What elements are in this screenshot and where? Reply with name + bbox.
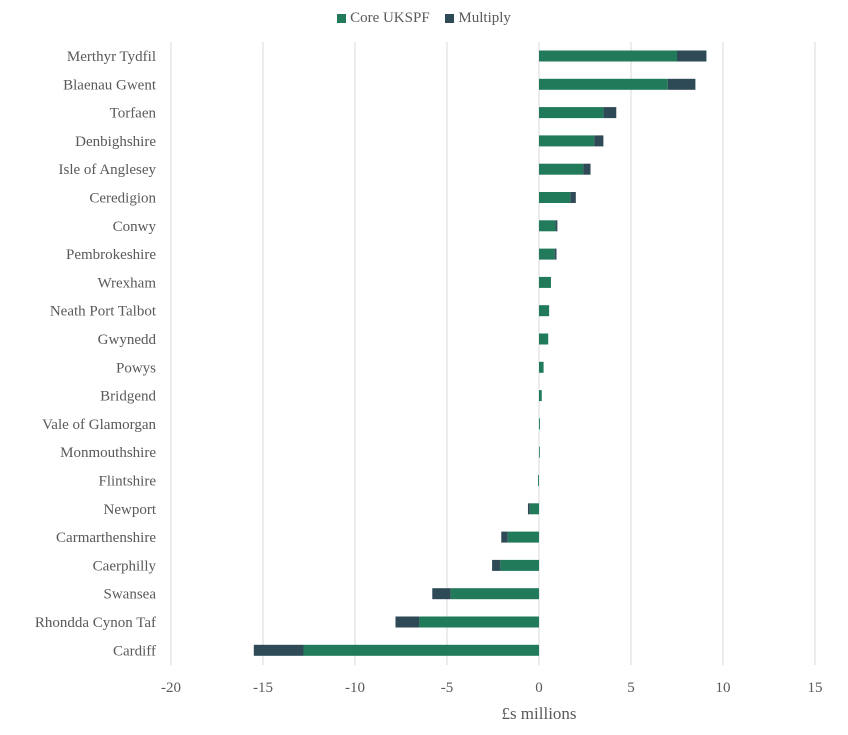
x-axis-label: £s millions (501, 704, 576, 723)
category-label: Rhondda Cynon Taf (35, 615, 156, 631)
bar-core-ukspf (539, 248, 555, 260)
category-label: Merthyr Tydfil (67, 49, 156, 65)
legend-label-multiply: Multiply (458, 10, 511, 26)
category-label: Cardiff (113, 643, 156, 659)
legend-item-multiply: Multiply (445, 10, 511, 27)
bar-core-ukspf (539, 333, 549, 345)
x-tick-label: -15 (253, 680, 273, 696)
bar-core-ukspf (539, 276, 551, 288)
bar-core-ukspf (303, 644, 539, 656)
x-tick-label: 15 (808, 680, 823, 696)
x-tick-label: 5 (627, 680, 635, 696)
bar-core-ukspf (539, 135, 595, 147)
category-label: Conwy (113, 219, 157, 235)
category-label: Carmarthenshire (56, 530, 156, 546)
bar-core-ukspf (539, 446, 540, 458)
category-label: Caerphilly (93, 558, 157, 574)
bar-core-ukspf (539, 305, 550, 317)
bar-core-ukspf (450, 588, 539, 600)
bar-multiply (677, 50, 707, 62)
bar-core-ukspf (539, 220, 556, 232)
bar-core-ukspf (539, 107, 604, 119)
bar-multiply (554, 248, 557, 260)
category-label: Gwynedd (98, 332, 157, 348)
bar-core-ukspf (539, 163, 584, 175)
category-label: Monmouthshire (60, 445, 156, 461)
category-label: Newport (104, 502, 157, 518)
legend-label-core: Core UKSPF (350, 10, 430, 26)
bar-multiply (603, 107, 617, 119)
category-label: Denbighshire (75, 134, 156, 150)
category-label: Flintshire (98, 474, 156, 490)
x-tick-label: -5 (441, 680, 454, 696)
bar-core-ukspf (539, 418, 540, 430)
category-label: Powys (116, 360, 156, 376)
bar-core-ukspf (419, 616, 539, 628)
x-tick-label: -10 (345, 680, 365, 696)
legend-swatch-core (337, 14, 347, 23)
bar-core-ukspf (539, 50, 677, 62)
bar-multiply (492, 559, 501, 571)
x-tick-label: 10 (716, 680, 731, 696)
bar-multiply (527, 503, 530, 515)
bar-multiply (583, 163, 591, 175)
category-label: Blaenau Gwent (63, 77, 157, 93)
bar-core-ukspf (507, 531, 539, 543)
bar-multiply (594, 135, 604, 147)
legend: Core UKSPF Multiply (0, 10, 848, 28)
bar-multiply (555, 220, 558, 232)
bar-multiply (501, 531, 508, 543)
x-tick-label: -20 (161, 680, 181, 696)
bar-core-ukspf (539, 192, 571, 203)
bar-multiply (395, 616, 420, 628)
bar-multiply (667, 78, 696, 90)
bar-core-ukspf (539, 78, 668, 90)
legend-item-core: Core UKSPF (337, 10, 430, 27)
bar-multiply (570, 192, 576, 203)
category-label: Isle of Anglesey (59, 162, 157, 178)
category-label: Neath Port Talbot (50, 304, 157, 320)
bar-multiply (432, 588, 451, 600)
bar-multiply (253, 644, 304, 656)
category-label: Vale of Glamorgan (42, 417, 156, 433)
bar-core-ukspf (539, 390, 542, 402)
bar-core-ukspf (538, 475, 539, 486)
category-label: Torfaen (110, 106, 157, 122)
bar-core-ukspf (529, 503, 539, 515)
category-label: Bridgend (100, 389, 156, 405)
category-label: Pembrokeshire (66, 247, 156, 263)
category-label: Wrexham (97, 275, 156, 291)
category-label: Ceredigion (89, 191, 156, 207)
x-tick-label: 0 (535, 680, 543, 696)
category-label: Swansea (104, 587, 157, 603)
bar-core-ukspf (539, 361, 544, 373)
bar-core-ukspf (500, 559, 539, 571)
legend-swatch-multiply (445, 14, 455, 23)
